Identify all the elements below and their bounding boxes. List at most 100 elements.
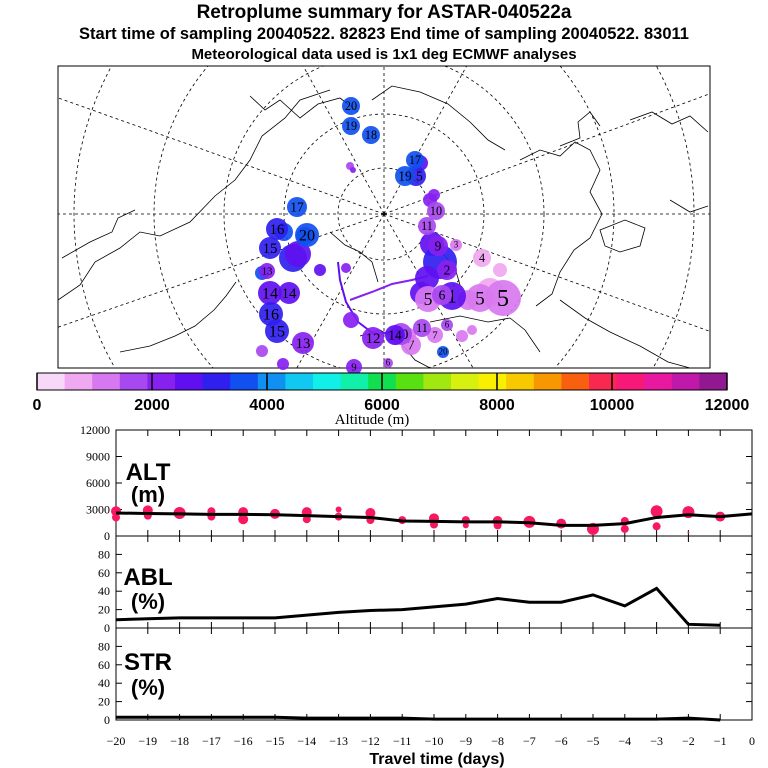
y-tick-label: 20 bbox=[98, 695, 110, 709]
x-tick-label: −4 bbox=[618, 734, 631, 748]
cluster-dot bbox=[362, 126, 380, 144]
cluster-label: 12 bbox=[366, 331, 381, 347]
cluster-dot bbox=[314, 264, 326, 276]
cluster-dot bbox=[437, 346, 449, 358]
colorbar-cell bbox=[451, 373, 480, 390]
panel-frame bbox=[115, 627, 753, 721]
cluster-label: 7 bbox=[432, 330, 438, 342]
colorbar-cell bbox=[533, 373, 562, 390]
altitude-colorbar: 0 2000 4000 6000 8000 10000 12000 Altitude (m) bbox=[33, 372, 750, 428]
x-tick-label: −7 bbox=[523, 734, 536, 748]
altitude-marker bbox=[238, 514, 249, 525]
colorbar-cell bbox=[257, 373, 286, 390]
cluster-dot bbox=[346, 359, 362, 375]
colorbar-cell bbox=[561, 373, 590, 390]
str-panel: 0 20 40 60 80 bbox=[98, 627, 753, 727]
x-tick-label: −10 bbox=[425, 734, 444, 748]
colorbar-tick-label: 2000 bbox=[134, 397, 170, 414]
cluster-dot bbox=[428, 189, 440, 201]
cluster-label: 11 bbox=[416, 321, 428, 335]
cluster-label: 13 bbox=[262, 266, 273, 278]
cluster-label: 2 bbox=[444, 263, 451, 278]
x-tick-label: −6 bbox=[555, 734, 568, 748]
y-tick-label: 40 bbox=[98, 676, 110, 690]
cluster-dot bbox=[259, 237, 281, 259]
cluster-label: 14 bbox=[262, 284, 278, 302]
colorbar-cell bbox=[92, 373, 121, 390]
cluster-dot bbox=[473, 249, 491, 267]
x-tick-label: −14 bbox=[297, 734, 316, 748]
cluster-label: 11 bbox=[421, 219, 433, 233]
cluster-dot bbox=[341, 263, 351, 273]
colorbar-tick-label: 4000 bbox=[249, 397, 285, 414]
colorbar-cell bbox=[119, 373, 148, 390]
y-tick-label: 6000 bbox=[86, 476, 110, 490]
cluster-dot bbox=[383, 358, 393, 368]
cluster-label: 9 bbox=[435, 239, 442, 254]
colorbar-cell bbox=[285, 373, 314, 390]
cluster-label: 13 bbox=[296, 336, 311, 352]
alt-panel-label: ALT bbox=[126, 459, 171, 486]
cluster-label: 18 bbox=[365, 128, 377, 142]
cluster-dot bbox=[427, 327, 443, 343]
colorbar-label: Altitude (m) bbox=[335, 412, 410, 428]
cluster-label: 17 bbox=[290, 200, 304, 215]
cluster-dot bbox=[342, 117, 360, 135]
cluster-dot bbox=[427, 202, 445, 220]
cluster-dot bbox=[437, 260, 457, 280]
colorbar-tick-label: 8000 bbox=[479, 397, 515, 414]
cluster-label: 19 bbox=[345, 119, 357, 133]
x-tick-label: −5 bbox=[587, 734, 600, 748]
y-tick-label: 80 bbox=[98, 547, 110, 561]
cluster-label: 14 bbox=[282, 286, 297, 302]
cluster-dot bbox=[278, 282, 300, 304]
colorbar-tick-label: 12000 bbox=[705, 397, 750, 414]
x-tick-label: 0 bbox=[749, 734, 755, 748]
cluster-dot bbox=[292, 332, 314, 354]
y-tick-label: 0 bbox=[104, 621, 110, 635]
altitude-marker bbox=[620, 524, 629, 533]
cluster-label: 6 bbox=[439, 288, 446, 303]
y-tick-label: 80 bbox=[98, 639, 110, 653]
cluster-label: 6 bbox=[445, 320, 450, 330]
x-tick-label: −3 bbox=[650, 734, 663, 748]
cluster-dot bbox=[385, 325, 405, 345]
altitude-marker bbox=[335, 506, 342, 513]
x-tick-label: −19 bbox=[138, 734, 157, 748]
colorbar-cell bbox=[230, 373, 259, 390]
cluster-label: 19 bbox=[398, 169, 412, 184]
x-tick-label: −12 bbox=[361, 734, 380, 748]
cluster-dot bbox=[493, 263, 507, 277]
abl-series-line bbox=[115, 586, 721, 627]
colorbar-cell bbox=[423, 373, 452, 390]
colorbar-tick-label: 10000 bbox=[590, 397, 635, 414]
panel-frame bbox=[115, 535, 753, 629]
chart-title: Retroplume summary for ASTAR-040522a bbox=[196, 2, 572, 23]
altitude-marker bbox=[650, 505, 663, 518]
map-graticule bbox=[58, 66, 710, 368]
cluster-label: 5 bbox=[424, 289, 433, 309]
cluster-dot bbox=[295, 223, 319, 247]
y-tick-label: 20 bbox=[98, 603, 110, 617]
x-tick-label: −1 bbox=[714, 734, 727, 748]
cluster-label: 16 bbox=[263, 305, 279, 323]
cluster-dot bbox=[406, 151, 424, 169]
y-tick-label: 60 bbox=[98, 658, 110, 672]
cluster-label: 14 bbox=[388, 328, 402, 343]
cluster-label: 20 bbox=[439, 347, 449, 357]
cluster-dot bbox=[259, 302, 283, 326]
alt-panel: 0 3000 6000 9000 12000 bbox=[80, 423, 753, 543]
cluster-dot bbox=[266, 218, 288, 240]
cluster-dot bbox=[432, 285, 452, 305]
cluster-label: 9 bbox=[351, 362, 356, 374]
abl-panel: 0 20 40 60 80 bbox=[98, 535, 753, 635]
y-tick-label: 12000 bbox=[80, 423, 110, 437]
cluster-dot bbox=[418, 217, 436, 235]
colorbar-tick-label: 0 bbox=[33, 397, 42, 414]
x-tick-label: −11 bbox=[393, 734, 411, 748]
colorbar-tick-label: 6000 bbox=[364, 397, 400, 414]
x-tick-label: −2 bbox=[682, 734, 695, 748]
abl-panel-unit: (%) bbox=[131, 589, 165, 614]
cluster-dot bbox=[277, 358, 289, 370]
cluster-dot bbox=[342, 97, 360, 115]
